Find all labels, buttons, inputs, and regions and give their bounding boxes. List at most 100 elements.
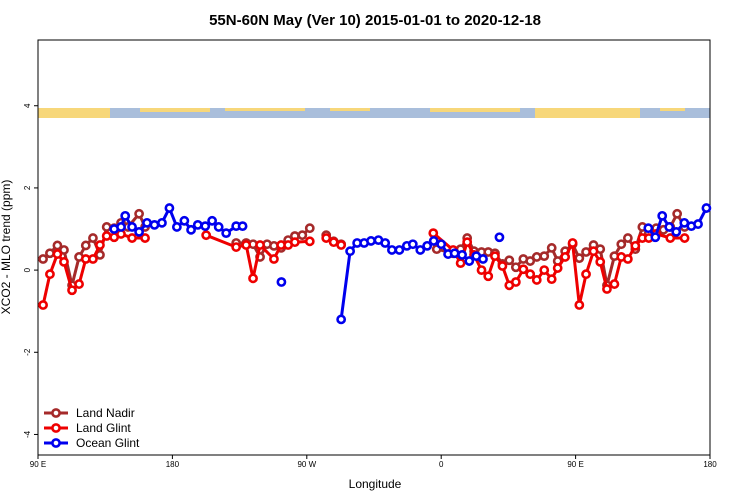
- land-strip: [330, 108, 370, 111]
- data-point: [622, 233, 633, 243]
- data-point: [574, 253, 585, 264]
- data-point: [622, 254, 633, 264]
- data-point: [134, 226, 144, 237]
- data-point: [248, 273, 258, 284]
- data-point: [546, 243, 557, 253]
- data-point: [478, 254, 488, 264]
- data-point: [602, 284, 612, 294]
- data-point: [422, 240, 433, 251]
- legend-swatch-marker: [51, 408, 61, 418]
- x-tick-label: 0: [439, 460, 444, 469]
- data-point: [483, 271, 494, 282]
- data-point: [179, 215, 190, 226]
- data-point: [289, 237, 300, 248]
- land-strip: [225, 108, 305, 111]
- data-point: [192, 220, 203, 230]
- data-point: [518, 264, 529, 275]
- data-point: [88, 233, 98, 243]
- data-point: [127, 222, 137, 232]
- data-point: [140, 233, 150, 243]
- data-point: [366, 236, 376, 246]
- data-point: [101, 231, 112, 241]
- x-tick-label: 180: [703, 460, 717, 469]
- data-point: [45, 248, 55, 259]
- data-point: [494, 232, 505, 243]
- data-point: [231, 242, 242, 252]
- land-strip: [140, 108, 210, 112]
- plot-frame: [37, 39, 711, 456]
- y-tick-label: -2: [23, 348, 32, 356]
- legend-label: Land Glint: [76, 421, 131, 435]
- data-point: [693, 219, 703, 229]
- data-point: [200, 221, 211, 232]
- data-point: [149, 220, 160, 230]
- data-point: [269, 254, 279, 264]
- map-strip: [38, 108, 710, 118]
- data-point: [574, 300, 585, 310]
- data-point: [407, 239, 418, 250]
- y-axis-label: XCO2 - MLO trend (ppm): [0, 180, 13, 315]
- data-point: [101, 222, 112, 232]
- data-point: [588, 246, 599, 257]
- data-point: [45, 269, 55, 280]
- data-point: [304, 223, 315, 234]
- data-point: [616, 239, 627, 250]
- legend-label: Land Nadir: [76, 406, 135, 420]
- data-point: [510, 277, 521, 287]
- data-point: [38, 254, 48, 264]
- data-point: [380, 238, 391, 248]
- data-point: [241, 240, 252, 250]
- data-point: [462, 237, 473, 248]
- data-point: [510, 262, 521, 273]
- data-point: [643, 223, 654, 234]
- data-point: [127, 233, 137, 243]
- data-point: [428, 228, 439, 239]
- data-point: [546, 274, 557, 285]
- data-point: [345, 246, 356, 257]
- data-point: [531, 275, 542, 285]
- data-point: [539, 265, 550, 275]
- data-point: [255, 240, 265, 250]
- data-point: [630, 240, 641, 251]
- data-point: [581, 247, 591, 257]
- data-point: [213, 222, 224, 232]
- data-point: [52, 240, 63, 251]
- data-point: [201, 230, 212, 241]
- data-point: [415, 245, 426, 255]
- data-point: [476, 265, 487, 275]
- data-point: [116, 222, 126, 232]
- data-point: [88, 254, 98, 264]
- data-point: [595, 256, 606, 267]
- x-tick-label: 180: [166, 460, 180, 469]
- data-point: [67, 285, 77, 296]
- data-point: [490, 251, 500, 262]
- data-point: [134, 208, 144, 219]
- data-point: [657, 210, 668, 221]
- land-strip: [660, 108, 685, 111]
- data-point: [164, 203, 175, 213]
- data-point: [504, 255, 515, 266]
- data-point: [664, 222, 675, 232]
- data-point: [394, 245, 405, 255]
- data-point: [38, 300, 48, 310]
- x-tick-label: 90 W: [297, 460, 316, 469]
- data-point: [567, 238, 578, 248]
- data-point: [95, 240, 105, 250]
- data-point: [59, 256, 69, 267]
- data-point: [701, 203, 712, 213]
- data-point: [457, 249, 468, 260]
- y-tick-label: 0: [23, 267, 32, 272]
- legend-swatch-marker: [51, 438, 61, 448]
- data-point: [186, 224, 196, 235]
- data-point: [336, 314, 347, 325]
- legend-label: Ocean Glint: [76, 436, 140, 450]
- data-point: [171, 222, 182, 232]
- data-point: [650, 232, 661, 243]
- land-strip: [535, 108, 640, 118]
- legend-swatch-marker: [51, 423, 61, 433]
- data-point: [237, 221, 248, 232]
- data-point: [328, 237, 339, 248]
- data-point: [321, 233, 332, 243]
